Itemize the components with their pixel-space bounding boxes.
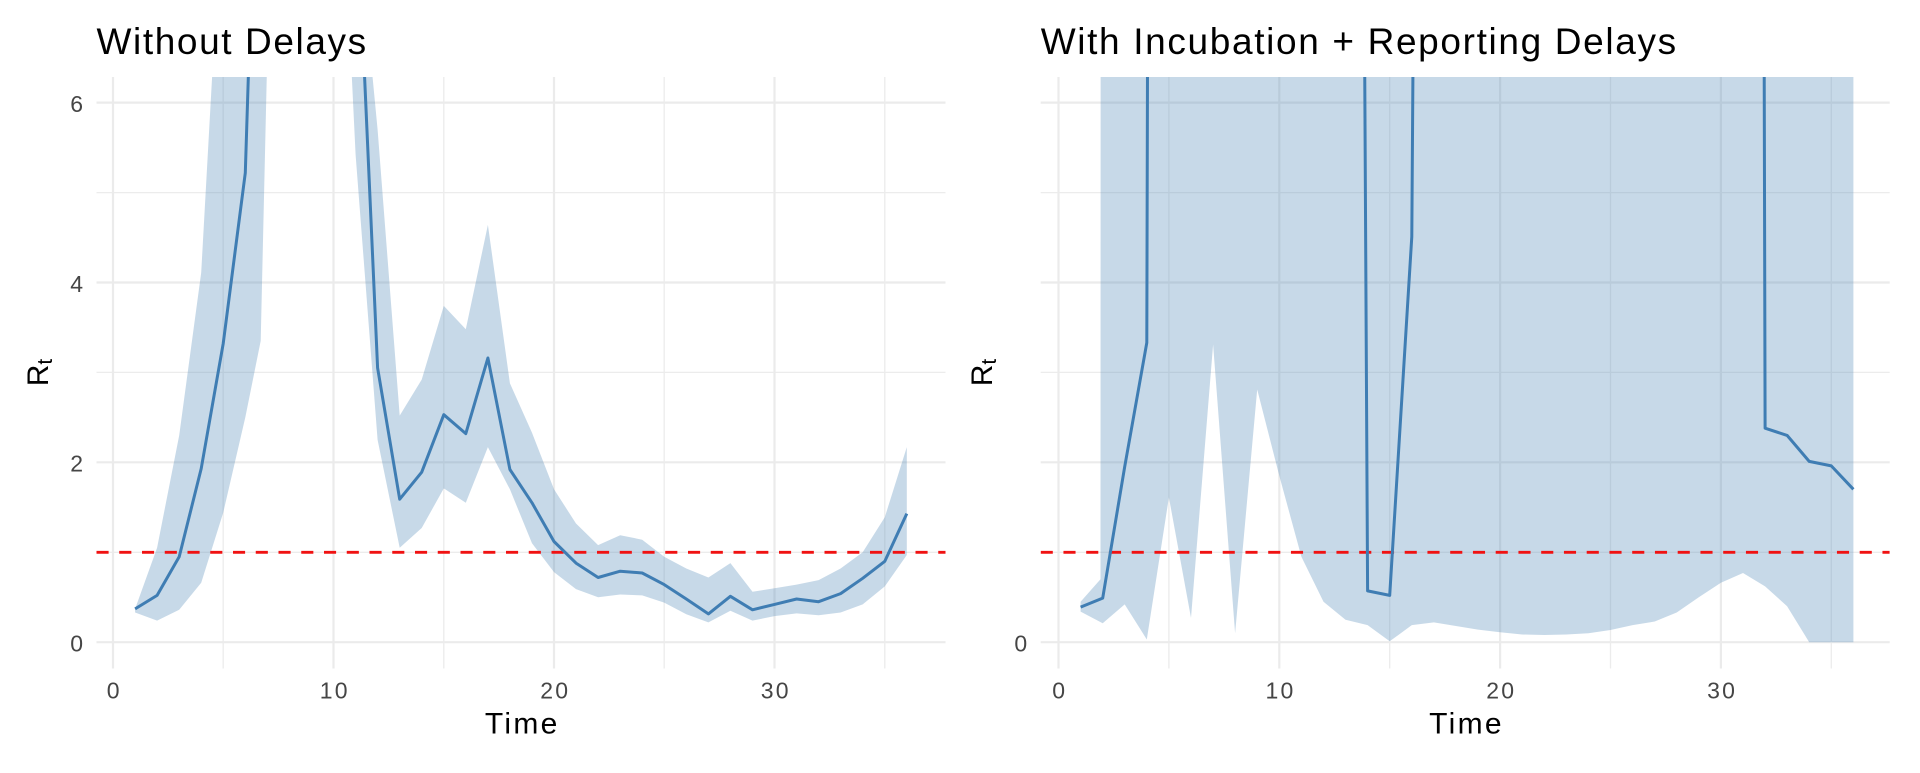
svg-text:Time: Time xyxy=(1429,708,1504,741)
svg-text:4: 4 xyxy=(70,271,83,297)
svg-text:0: 0 xyxy=(1052,678,1067,704)
svg-text:0: 0 xyxy=(1014,631,1027,657)
svg-text:2: 2 xyxy=(70,451,83,477)
svg-text:6: 6 xyxy=(70,91,83,117)
svg-text:20: 20 xyxy=(540,678,570,704)
svg-text:0: 0 xyxy=(70,631,83,657)
svg-text:30: 30 xyxy=(761,678,791,704)
svg-text:10: 10 xyxy=(320,678,350,704)
svg-text:0: 0 xyxy=(107,678,122,704)
svg-text:30: 30 xyxy=(1707,678,1737,704)
svg-text:Time: Time xyxy=(485,708,560,741)
svg-text:With Incubation + Reporting De: With Incubation + Reporting Delays xyxy=(1041,21,1678,62)
svg-text:Without Delays: Without Delays xyxy=(97,21,368,62)
svg-text:10: 10 xyxy=(1266,678,1296,704)
svg-text:20: 20 xyxy=(1486,678,1516,704)
